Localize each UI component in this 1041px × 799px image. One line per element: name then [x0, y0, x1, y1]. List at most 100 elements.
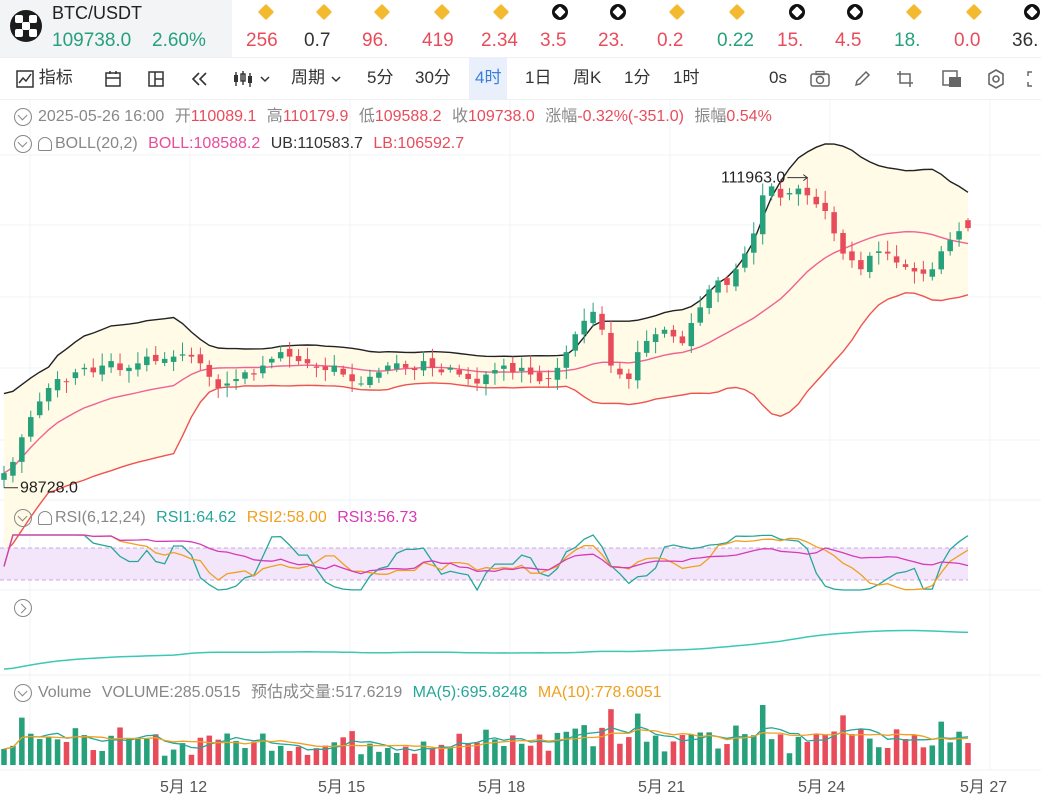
ticker-item[interactable]: 0.0	[954, 0, 1010, 57]
ticker-value: 3.5	[540, 30, 567, 51]
volume-bar	[956, 731, 962, 765]
draw-button[interactable]	[853, 58, 873, 100]
volume-bar	[679, 735, 686, 765]
replay-button[interactable]	[190, 58, 210, 100]
ticker-value: 23.	[598, 30, 625, 51]
candle-body	[697, 307, 703, 323]
volume-bar	[688, 734, 695, 765]
screenshot-button[interactable]	[809, 58, 831, 100]
volume-bar	[438, 744, 445, 765]
candle-body	[786, 193, 793, 195]
expand-toggle-icon[interactable]	[14, 598, 32, 617]
ticker-item[interactable]: 419	[422, 0, 478, 57]
ticker-item[interactable]: 36.	[1012, 0, 1041, 57]
volume-bar	[10, 745, 16, 765]
volume-bar	[269, 750, 275, 765]
volume-bar	[152, 734, 159, 765]
volume-bar	[72, 728, 79, 765]
collapse-toggle-icon[interactable]	[14, 134, 32, 153]
layout-icon	[105, 70, 121, 87]
interval-1d[interactable]: 1日	[525, 68, 552, 87]
ticker-item[interactable]: 256	[246, 0, 302, 57]
indicator3-line	[3, 629, 969, 670]
ohlc-low: 109588.2	[374, 108, 442, 125]
ticker-item[interactable]: 96.	[362, 0, 418, 57]
interval-1h[interactable]: 1时	[673, 68, 700, 87]
camera-icon	[810, 70, 830, 87]
ticker-item[interactable]: 23.	[598, 0, 654, 57]
ticker-value: 4.5	[835, 30, 862, 51]
candle-body	[911, 268, 918, 272]
ticker-item[interactable]: 0.22	[717, 0, 773, 57]
collapse-toggle-icon[interactable]	[14, 508, 32, 527]
volume-bar	[804, 741, 811, 765]
volume-bar	[867, 738, 873, 765]
volume-bar	[206, 735, 213, 765]
candle-body	[590, 311, 596, 324]
volume-bar	[483, 729, 489, 765]
interval-week[interactable]: 周K	[573, 68, 602, 87]
volume-bar	[920, 747, 927, 765]
candle-body	[36, 401, 43, 416]
ticker-item[interactable]: 3.5	[540, 0, 596, 57]
period-label: 周期	[291, 68, 325, 87]
pair-selector[interactable]: BTC/USDT 109738.0 2.60%	[0, 0, 232, 57]
collapse-toggle-icon[interactable]	[14, 683, 32, 702]
pair-price: 109738.0	[52, 30, 132, 51]
candle-body	[28, 417, 34, 437]
settings-button[interactable]	[986, 58, 1006, 100]
ticker-item[interactable]: 0.7	[304, 0, 360, 57]
volume-bar	[563, 731, 570, 765]
volume-bar	[161, 755, 168, 765]
candle-body	[742, 253, 748, 268]
volume-ma10-line	[3, 728, 969, 750]
split-view-button[interactable]	[147, 58, 165, 100]
candle-body	[634, 352, 641, 381]
volume-bar	[947, 742, 953, 765]
candle-body	[402, 363, 409, 368]
template-button[interactable]	[941, 58, 963, 100]
rsi3-line	[3, 534, 969, 575]
volume-bar	[652, 735, 659, 765]
volume-bar	[643, 741, 650, 765]
crop-button[interactable]	[895, 58, 915, 100]
interval-30m[interactable]: 30分	[415, 68, 451, 87]
ticker-item[interactable]: 2.34	[481, 0, 537, 57]
indicators-button[interactable]: 指标	[16, 58, 73, 100]
volume-bar	[697, 732, 703, 765]
boll-mid: BOLL:108588.2	[148, 135, 261, 152]
okx-icon	[552, 4, 568, 20]
alert-bell-icon[interactable]	[38, 136, 52, 151]
period-dropdown[interactable]: 周期	[291, 58, 342, 100]
candle-body	[411, 368, 418, 371]
candle-body	[465, 373, 471, 380]
interval-4h[interactable]: 4时	[469, 58, 508, 100]
interval-1m[interactable]: 1分	[624, 68, 651, 87]
alert-bell-icon[interactable]	[38, 510, 52, 525]
candle-body	[99, 365, 105, 375]
volume-bar	[518, 743, 525, 765]
ticker-item[interactable]: 15.	[777, 0, 833, 57]
candle-body	[322, 366, 329, 371]
rsi-info: RSI(6,12,24) RSI1:64.62 RSI2:58.00 RSI3:…	[14, 507, 417, 529]
candle-body	[117, 363, 123, 371]
candle-body	[367, 376, 373, 385]
candle-body	[72, 372, 79, 379]
ticker-item[interactable]: 4.5	[835, 0, 891, 57]
layout-button[interactable]	[104, 58, 122, 100]
fullscreen-button[interactable]	[1026, 58, 1041, 100]
chart-type-button[interactable]	[232, 58, 271, 100]
candle-body	[768, 186, 775, 196]
volume-bar	[849, 734, 855, 765]
volume-bar	[759, 705, 766, 765]
boll-ub: UB:110583.7	[270, 135, 363, 152]
volume-bar	[929, 745, 936, 765]
interval-5m[interactable]: 5分	[367, 68, 394, 87]
ticker-item[interactable]: 0.2	[657, 0, 713, 57]
volume-bar	[768, 739, 775, 765]
volume-bar	[313, 748, 320, 765]
candle-body	[215, 379, 221, 388]
ticker-item[interactable]: 18.	[894, 0, 950, 57]
collapse-toggle-icon[interactable]	[14, 107, 32, 126]
